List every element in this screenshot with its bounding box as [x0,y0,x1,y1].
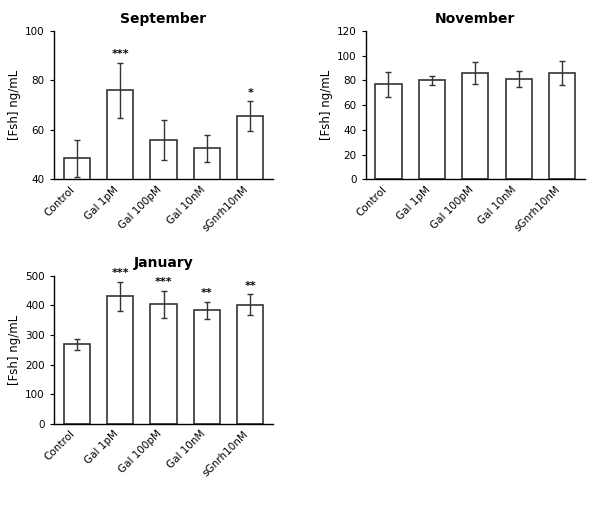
Y-axis label: [Fsh] ng/mL: [Fsh] ng/mL [8,70,21,140]
Bar [107,90,133,278]
Bar [506,79,532,179]
Title: September: September [121,12,207,26]
Bar [237,305,263,424]
Text: **: ** [201,288,213,298]
Title: November: November [435,12,515,26]
Y-axis label: [Fsh] ng/mL: [Fsh] ng/mL [319,70,333,140]
Bar [64,158,90,278]
Title: January: January [134,256,193,270]
Text: *: * [247,88,253,98]
Y-axis label: [Fsh] ng/mL: [Fsh] ng/mL [8,315,21,385]
Bar [150,305,177,424]
Bar [150,140,177,278]
Bar [419,81,445,179]
Bar [194,148,220,278]
Bar [549,73,575,179]
Text: **: ** [244,281,256,291]
Text: ***: *** [111,50,129,59]
Bar [194,310,220,424]
Bar [107,296,133,424]
Bar [237,116,263,278]
Text: ***: *** [155,278,173,287]
Bar [462,73,488,179]
Bar [376,84,402,179]
Bar [64,344,90,424]
Text: ***: *** [111,268,129,279]
